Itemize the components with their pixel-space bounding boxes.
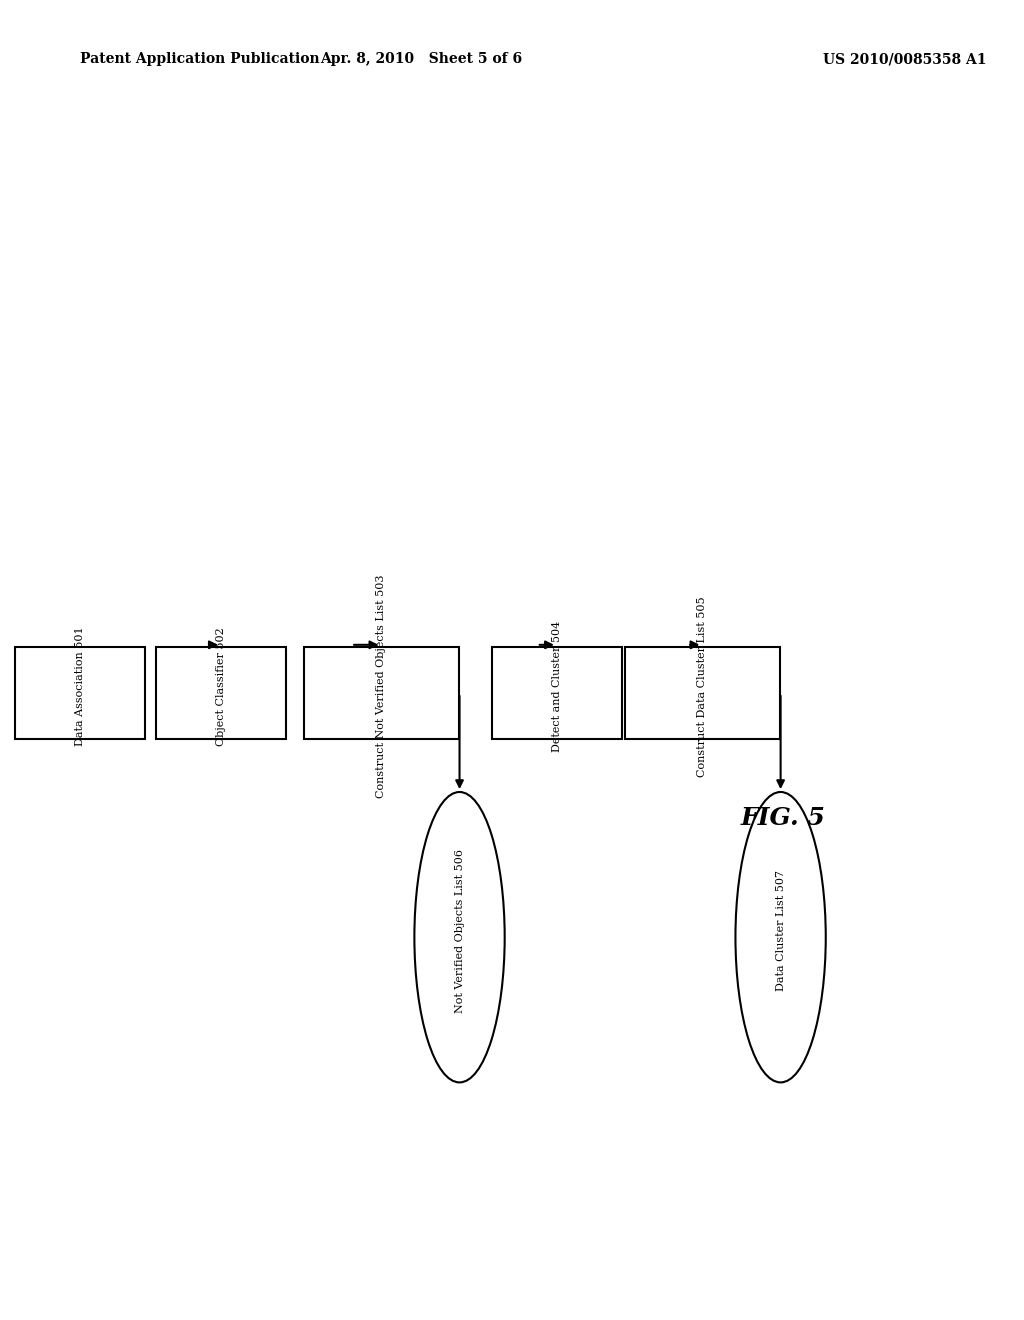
Text: Detect and Cluster 504: Detect and Cluster 504: [552, 620, 562, 752]
Text: Object Classifier 502: Object Classifier 502: [216, 627, 225, 746]
FancyBboxPatch shape: [492, 647, 622, 739]
Text: Data Association 501: Data Association 501: [76, 627, 85, 746]
Ellipse shape: [735, 792, 825, 1082]
FancyBboxPatch shape: [15, 647, 145, 739]
FancyBboxPatch shape: [625, 647, 780, 739]
FancyBboxPatch shape: [303, 647, 459, 739]
Text: Construct Not Verified Objects List 503: Construct Not Verified Objects List 503: [376, 574, 386, 799]
Text: Apr. 8, 2010   Sheet 5 of 6: Apr. 8, 2010 Sheet 5 of 6: [321, 53, 522, 66]
FancyBboxPatch shape: [156, 647, 286, 739]
Text: FIG. 5: FIG. 5: [740, 807, 825, 830]
Text: US 2010/0085358 A1: US 2010/0085358 A1: [822, 53, 986, 66]
Ellipse shape: [415, 792, 505, 1082]
Text: Data Cluster List 507: Data Cluster List 507: [775, 870, 785, 991]
Text: Construct Data Cluster List 505: Construct Data Cluster List 505: [697, 597, 708, 776]
Text: Not Verified Objects List 506: Not Verified Objects List 506: [455, 849, 465, 1012]
Text: Patent Application Publication: Patent Application Publication: [80, 53, 319, 66]
